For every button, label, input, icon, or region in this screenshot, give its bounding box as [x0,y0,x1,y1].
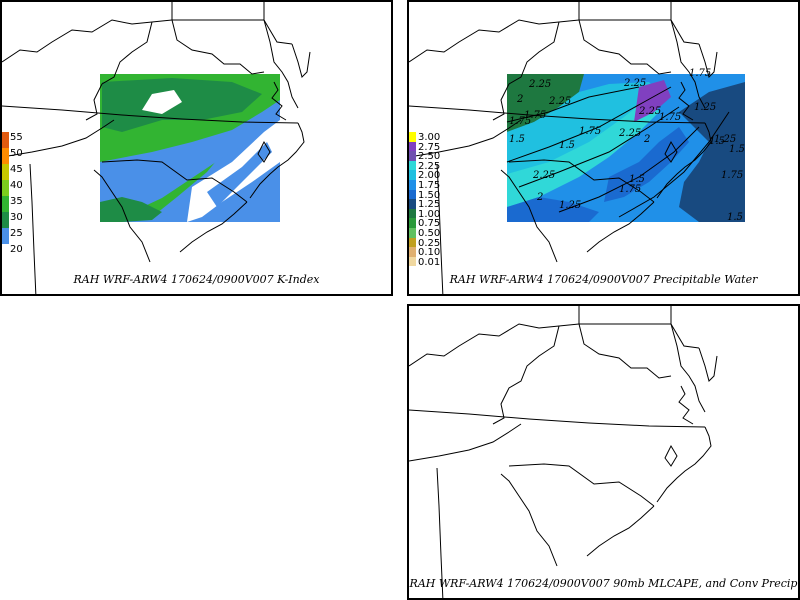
k-index-legend-swatch [2,148,9,164]
pw-legend-swatch [409,228,416,238]
contour-label: 1.25 [559,200,581,211]
pw-legend-swatch [409,189,416,200]
k-index-legend-label: 40 [10,180,23,191]
k-index-panel: 55 50 45 40 35 30 25 20 RAH WRF-ARW4 170624/090… [0,0,393,296]
k-index-legend: 55 50 45 40 35 30 25 20 [2,132,32,282]
contour-label: 1.5 [559,140,575,151]
contour-label: 1.5 [709,136,725,147]
contour-label: 1.75 [659,112,681,123]
contour-label: 1.75 [579,126,601,137]
pw-legend-swatch [409,170,416,180]
pw-legend-label: 1.75 [418,180,441,191]
k-index-caption: RAH WRF-ARW4 170624/0900V007 K-Index [73,273,320,286]
mlcape-map [409,306,718,598]
pw-legend-label: 0.75 [418,218,441,230]
contour-label: 1.75 [619,184,641,195]
k-index-legend-swatch [2,228,9,244]
contour-label: 1.25 [694,102,716,113]
k-index-legend-swatch [2,164,9,180]
precipitable-water-panel: 1.5 1.75 2 2.25 2.25 2.25 2.25 2.25 2 1.75 1.75 1.5… [407,0,800,296]
k-index-legend-label: 35 [10,196,23,207]
precipitable-water-legend: 3.00 2.75 2.50 2.25 2.00 1.75 1.50 1.25 1.00 0.75… [409,132,449,274]
mlcape-caption: RAH WRF-ARW4 170624/0900V007 90mb MLCAPE… [409,577,798,590]
contour-label: 1.75 [689,68,711,79]
contour-label: 2 [536,192,543,203]
contour-label: 2.25 [528,79,551,90]
precipitable-water-map: 1.51.7522.252.252.252.252.2521.751.751.5… [409,2,745,294]
k-index-legend-swatch [2,244,9,260]
contour-label: 1.75 [524,110,546,121]
contour-label: 1.5 [629,174,645,185]
pw-legend-swatch [409,256,416,267]
contour-label: 1.25 [714,134,736,145]
contour-label: 2.25 [618,128,641,139]
pw-legend-label: 2.25 [418,160,441,172]
contour-label: 1.5 [727,212,743,223]
contour-label: 2.25 [623,78,646,89]
k-index-legend-label: 30 [10,212,23,223]
k-index-legend-swatch [2,196,9,212]
k-index-legend-label: 45 [10,164,23,175]
pw-legend-swatch [409,237,416,248]
pw-legend-label: 2.00 [418,170,441,182]
pw-legend-label: 0.10 [418,247,441,259]
contour-label: 2 [643,134,650,145]
pw-legend-label: 1.50 [418,189,441,201]
k-index-map [2,2,311,294]
pw-legend-swatch [409,247,416,257]
k-index-legend-swatch [2,132,9,148]
k-index-legend-label: 55 [10,132,23,143]
k-index-legend-label: 20 [10,244,23,255]
contour-label: 1.5 [509,134,525,145]
contour-label: 1.75 [721,170,743,181]
pw-legend-label: 1.25 [418,199,441,211]
pw-legend-label: 0.25 [418,237,441,249]
pw-legend-swatch [409,160,416,171]
contour-label: 1.75 [509,116,531,127]
precipitable-water-caption: RAH WRF-ARW4 170624/0900V007 Precipitabl… [449,273,758,286]
contour-label: 2 [516,94,523,105]
pw-legend-swatch [409,218,416,228]
k-index-legend-label: 25 [10,228,23,239]
k-index-legend-swatch [2,180,9,196]
pw-legend-swatch [409,141,416,152]
pw-legend-swatch [409,208,416,219]
pw-legend-label: 0.50 [418,228,441,239]
pw-legend-label: 2.75 [418,141,441,153]
k-index-legend-swatch [2,212,9,228]
k-index-legend-label: 50 [10,148,23,159]
contour-label: 1.5 [729,144,745,155]
pw-legend-swatch [409,151,416,161]
contour-label: 2.25 [548,96,571,107]
contour-label: 2.25 [638,106,661,117]
pw-legend-swatch [409,180,416,190]
pw-legend-swatch [409,199,416,209]
pw-legend-label: 0.01 [418,256,441,268]
pw-legend-label: 2.50 [418,151,441,163]
pw-legend-label: 1.00 [418,208,441,220]
pw-legend-label: 3.00 [418,132,441,143]
contour-label: 2.25 [532,170,555,181]
pw-legend-swatch [409,132,416,142]
mlcape-panel: RAH WRF-ARW4 170624/0900V007 90mb MLCAPE… [407,304,800,600]
